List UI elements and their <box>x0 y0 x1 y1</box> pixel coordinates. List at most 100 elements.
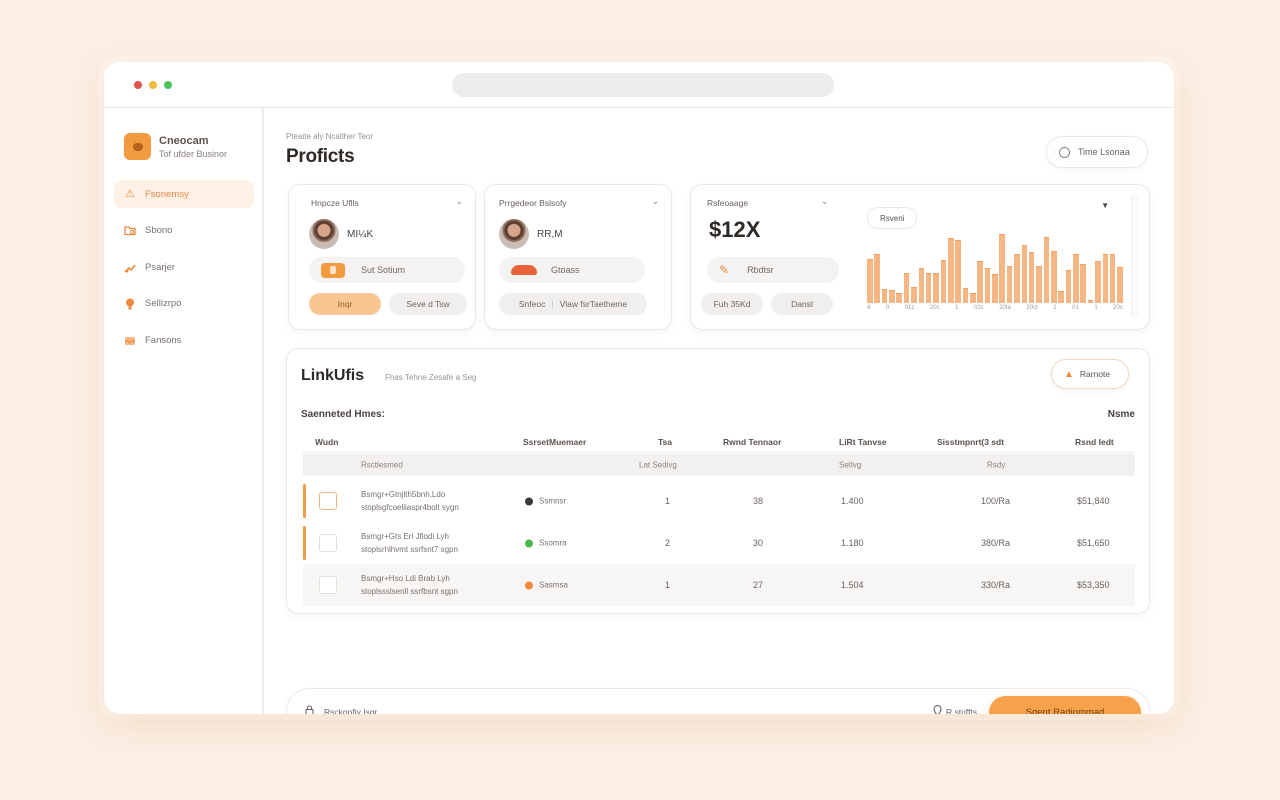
revenue-value: $12X <box>709 217 761 242</box>
chart-bar[interactable] <box>881 289 888 303</box>
lock-icon <box>305 705 314 714</box>
maximize-window-button[interactable] <box>164 81 172 89</box>
card-title: Rsfeoaage <box>707 198 749 208</box>
chart-bar[interactable] <box>1036 265 1042 303</box>
sidebar-item-5[interactable]: Fansons <box>114 326 254 354</box>
chevron-down-icon[interactable]: ⌄ <box>651 196 659 206</box>
chart-bar[interactable] <box>1102 254 1109 303</box>
sidebar-item-3[interactable]: Psarjer <box>114 253 254 281</box>
chevron-down-icon[interactable]: ⌄ <box>821 196 829 206</box>
column-header[interactable]: LiRt Tanvse <box>839 436 887 447</box>
chart-bar[interactable] <box>925 272 932 303</box>
chart-bar[interactable] <box>1058 291 1064 303</box>
chart-bar[interactable] <box>911 286 917 303</box>
footer-bar: Rsckonfiy Isgr R stuffts Sgent Radiommad <box>286 688 1150 714</box>
chart-bar[interactable] <box>992 273 998 303</box>
table-row[interactable]: Bsmgr+Gtnjlth5bnh,Ldo stoplsgfcoeliiaspr… <box>303 480 1135 522</box>
chart-bar[interactable] <box>1021 244 1028 303</box>
column-header[interactable]: SsrsetMuemaer <box>523 436 587 447</box>
x-tick-label: 1 <box>1094 305 1098 311</box>
sidebar-item-1[interactable]: ⚠ Fsonemsy <box>114 180 254 208</box>
row-percent: 330/Ra <box>981 580 1011 590</box>
card-pill[interactable]: Sut Sotium <box>309 257 465 283</box>
chart-bar[interactable] <box>896 292 902 303</box>
chart-bar[interactable] <box>999 234 1006 303</box>
brand[interactable]: Cneocam Tof ufder Businor <box>124 133 227 160</box>
chart-bar[interactable] <box>1006 265 1013 303</box>
chart-bar[interactable] <box>984 268 991 303</box>
card-secondary-button[interactable]: Dansl <box>771 293 833 315</box>
pin-icon <box>933 704 942 714</box>
close-window-button[interactable] <box>134 81 142 89</box>
chart-bar[interactable] <box>889 290 895 303</box>
column-header[interactable]: Rwnd Tennaor <box>723 436 782 447</box>
metric-card-1: Hnpcze Uflls ⌄ MI¼K Sut Sotium Inqr Seve… <box>288 184 476 330</box>
chevron-down-icon[interactable]: ⌄ <box>455 196 463 206</box>
status-dot-icon <box>525 581 533 589</box>
table-row[interactable]: Bsmgr+Hso Ldi Brab Lyh stoplssslsenll ss… <box>303 564 1135 606</box>
column-header[interactable]: Sisstmpnrt(3 sdt <box>937 436 1005 447</box>
chart-bar[interactable] <box>867 258 873 303</box>
primary-cta-button[interactable]: Sgent Radiommad <box>989 696 1141 714</box>
card-split-right[interactable]: Vlaw fsrTaetheme <box>559 299 628 309</box>
chart-bar[interactable] <box>940 260 947 303</box>
row-checkbox[interactable] <box>319 576 337 594</box>
sidebar-item-4[interactable]: Sellizrpo <box>114 290 254 318</box>
chart-bar[interactable] <box>903 272 910 303</box>
chart-scrollbar[interactable] <box>1131 195 1139 317</box>
row-status: Ssmnsr <box>525 497 566 506</box>
column-header[interactable]: Rsnd Iedt <box>1075 436 1114 447</box>
footer-left[interactable]: Rsckonfiy Isgr <box>305 705 377 714</box>
card-primary-button[interactable]: Fuh 35Kd <box>701 293 763 315</box>
chart-bar[interactable] <box>933 272 939 303</box>
card-secondary-button[interactable]: Seve d Tsw <box>389 293 467 315</box>
row-amount: $51,650 <box>1077 538 1110 548</box>
chart-bar[interactable] <box>1117 267 1123 303</box>
chart-bar[interactable] <box>1095 261 1101 303</box>
section-sort-label[interactable]: Nsme <box>1107 409 1135 420</box>
chart-bar[interactable] <box>962 287 969 303</box>
card-person: MI¼K <box>309 219 373 249</box>
chart-bar[interactable] <box>1014 254 1020 303</box>
chart-bar[interactable] <box>874 254 880 303</box>
x-tick-label: 20c <box>1113 305 1123 311</box>
minimize-window-button[interactable] <box>149 81 157 89</box>
chart-bar[interactable] <box>918 268 925 303</box>
chart-bar[interactable] <box>970 292 976 303</box>
card-person: RR,M <box>499 219 563 249</box>
chart-bar[interactable] <box>1028 251 1035 303</box>
card-actions: Inqr Seve d Tsw <box>309 293 467 315</box>
address-bar[interactable] <box>452 73 834 97</box>
chart-period-badge[interactable]: Rsveni <box>867 207 918 229</box>
table-row[interactable]: Bsmgr+Gts Erl Jflodi Lyh stoplsrhlhvmt s… <box>303 522 1135 564</box>
card-split-button[interactable]: Snfeoc | Vlaw fsrTaetheme <box>499 293 647 315</box>
chart-bar[interactable] <box>955 240 961 303</box>
sidebar-item-2[interactable]: Sbono <box>114 217 254 245</box>
chart-bar[interactable] <box>1050 250 1057 303</box>
column-header[interactable]: Wudn <box>315 436 339 447</box>
chart-bar[interactable] <box>1065 270 1072 303</box>
time-button[interactable]: Time Lsonaa <box>1046 136 1148 168</box>
row-qty: 1 <box>665 496 671 506</box>
chart-bar[interactable] <box>947 237 954 303</box>
row-checkbox[interactable] <box>319 492 337 510</box>
footer-left-label: Rsckonfiy Isgr <box>324 706 378 715</box>
row-highlight <box>303 484 306 518</box>
chart-menu-icon[interactable]: ▼ <box>1101 201 1109 210</box>
chart-bar[interactable] <box>1109 254 1116 303</box>
chart-bar[interactable] <box>1087 299 1094 303</box>
column-header[interactable]: Tsa <box>658 436 673 447</box>
table-action-button[interactable]: ▲ Rarnote <box>1051 359 1129 389</box>
brand-subtitle: Tof ufder Businor <box>159 148 228 159</box>
card-split-left[interactable]: Snfeoc <box>518 299 546 309</box>
card-pill[interactable]: ✎ Rbdtsr <box>707 257 839 283</box>
chart-bar[interactable] <box>1080 263 1086 303</box>
chart-bar[interactable] <box>1073 254 1079 303</box>
row-checkbox[interactable] <box>319 534 337 552</box>
chart-bar[interactable] <box>1043 236 1050 303</box>
footer-meta-label: R stuffts <box>945 706 977 715</box>
card-primary-button[interactable]: Inqr <box>309 293 381 315</box>
chart-bar[interactable] <box>977 261 983 303</box>
subheader-label: Rsdy <box>987 460 1006 470</box>
card-pill[interactable]: Gtoass <box>499 257 645 283</box>
